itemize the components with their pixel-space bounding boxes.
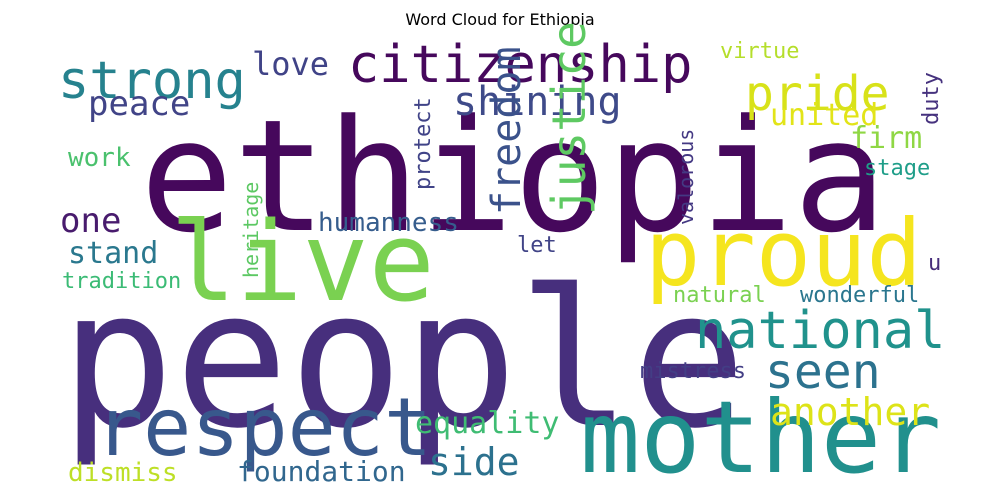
word-people: people xyxy=(60,249,746,470)
word-peace: peace xyxy=(88,84,190,124)
word-national: national xyxy=(695,301,945,361)
word-ethiopia: ethiopia xyxy=(140,86,887,267)
word-side: side xyxy=(428,440,520,484)
word-respect: respect xyxy=(95,381,432,474)
word-work: work xyxy=(68,143,131,173)
word-valorous: valorous xyxy=(674,129,698,225)
word-dismiss: dismiss xyxy=(68,458,178,488)
word-freedom: freedom xyxy=(484,46,530,215)
word-duty: duty xyxy=(919,72,944,125)
word-foundation: foundation xyxy=(237,455,406,488)
word-mistress: mistress xyxy=(640,359,746,384)
word-equality: equality xyxy=(415,406,560,441)
word-tradition: tradition xyxy=(62,269,181,294)
word-mother: mother xyxy=(580,379,941,496)
word-stage: stage xyxy=(864,156,930,181)
word-natural: natural xyxy=(673,283,766,308)
word-live: live xyxy=(170,198,435,326)
word-one: one xyxy=(60,201,121,241)
word-stand: stand xyxy=(68,236,158,271)
word-pride: pride xyxy=(745,66,890,122)
word-humanness: humanness xyxy=(318,208,459,238)
word-firm: firm xyxy=(850,121,922,156)
word-protect: protect xyxy=(411,97,436,190)
chart-title: Word Cloud for Ethiopia xyxy=(405,10,595,29)
word-love: love xyxy=(252,45,329,83)
word-u: u xyxy=(928,251,941,276)
word-justice: justice xyxy=(542,21,596,215)
word-shining: shining xyxy=(453,79,622,125)
word-strong: strong xyxy=(58,51,246,111)
word-citizenship: citizenship xyxy=(348,35,692,95)
word-seen: seen xyxy=(765,344,881,400)
word-let: let xyxy=(517,233,557,258)
word-proud: proud xyxy=(645,200,922,307)
word-virtue: virtue xyxy=(720,39,799,64)
word-heritage: heritage xyxy=(239,182,263,278)
word-wonderful: wonderful xyxy=(800,283,919,308)
word-another: another xyxy=(770,390,930,434)
word-united: united xyxy=(770,98,878,133)
